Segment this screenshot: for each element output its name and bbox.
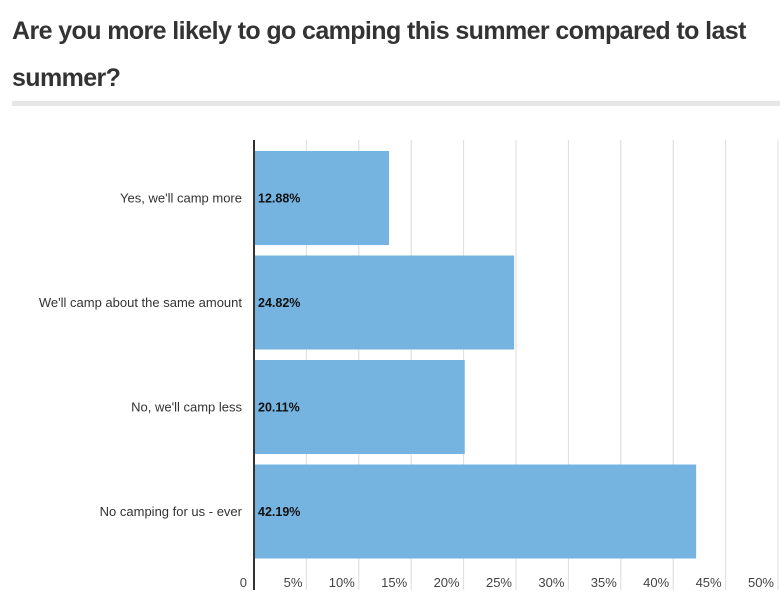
data-label: 24.82% [258,296,300,310]
x-tick-label: 25% [486,575,512,590]
x-tick-label: 50% [748,575,774,590]
data-label: 12.88% [258,192,300,206]
category-label: No camping for us - ever [100,504,243,519]
title-divider [12,101,780,106]
data-label: 20.11% [258,401,300,415]
bar [254,464,697,559]
data-label: 42.19% [258,505,300,519]
x-tick-label: 10% [329,575,355,590]
bar [254,151,389,245]
x-tick-label: 0 [240,575,247,590]
x-tick-label: 30% [538,575,564,590]
x-tick-label: 40% [643,575,669,590]
x-tick-label: 20% [434,575,460,590]
category-label: We'll camp about the same amount [39,295,243,310]
x-tick-label: 5% [284,575,303,590]
bar [254,255,515,350]
x-tick-label: 45% [696,575,722,590]
category-label: No, we'll camp less [131,400,242,415]
x-tick-label: 15% [381,575,407,590]
x-tick-label: 35% [591,575,617,590]
bar [254,360,465,454]
category-label: Yes, we'll camp more [120,191,242,206]
chart-title: Are you more likely to go camping this s… [12,17,746,92]
